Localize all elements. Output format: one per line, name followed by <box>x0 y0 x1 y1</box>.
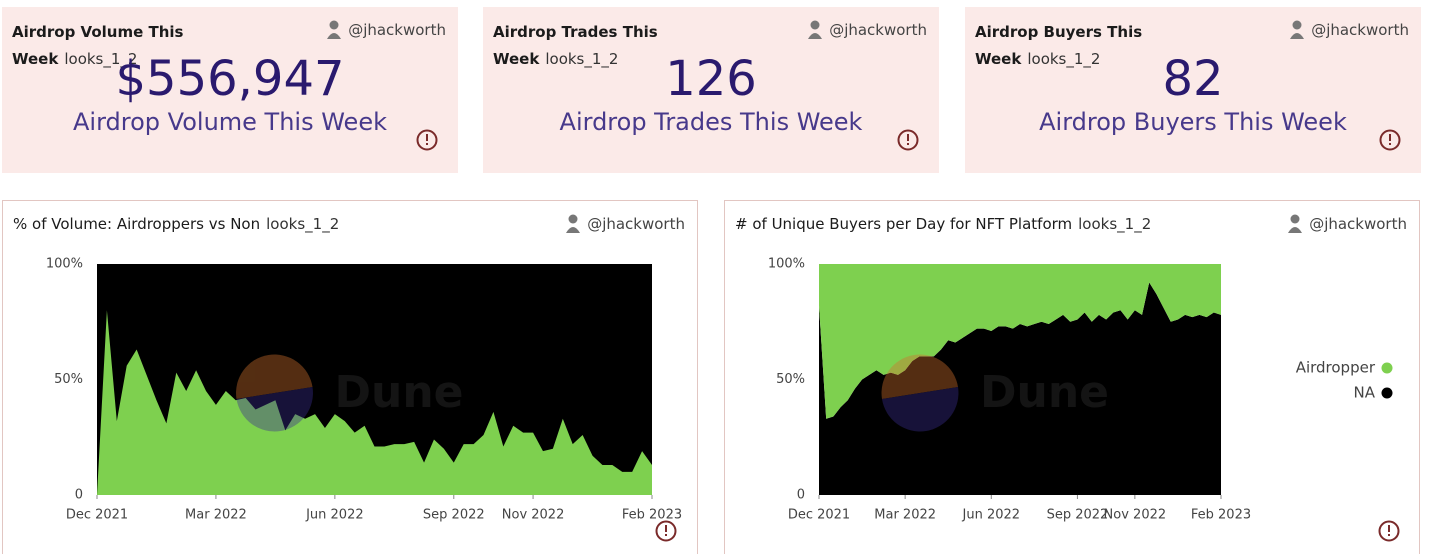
info-icon[interactable] <box>416 129 438 155</box>
watermark-logo <box>236 354 313 399</box>
chart-tag: looks_1_2 <box>1078 215 1152 233</box>
author-name: @jhackworth <box>1309 215 1407 233</box>
counter-card: Airdrop Volume This Week looks_1_2 @jhackw… <box>2 7 458 173</box>
chart-header: % of Volume: Airdroppers vs Non looks_1_2 <box>13 213 339 235</box>
x-tick-label: Feb 2023 <box>1191 508 1251 523</box>
author-name: @jhackworth <box>829 21 927 39</box>
watermark: Dune <box>881 354 1109 432</box>
x-tick-label: Jun 2022 <box>962 508 1021 523</box>
avatar <box>808 20 823 39</box>
author-name: @jhackworth <box>1311 21 1409 39</box>
y-tick-label: 100% <box>768 257 805 272</box>
author[interactable]: @jhackworth <box>565 213 685 234</box>
area <box>97 310 652 495</box>
legend-label: Airdropper <box>1296 359 1376 377</box>
counter-tag: looks_1_2 <box>545 50 619 68</box>
author[interactable]: @jhackworth <box>807 19 927 40</box>
counter-title: Airdrop Buyers This Week <box>975 23 1143 68</box>
x-tick-label: Mar 2022 <box>185 508 247 523</box>
y-tick-label: 100% <box>46 257 83 272</box>
avatar <box>327 20 342 39</box>
counter-tag: looks_1_2 <box>1027 50 1101 68</box>
y-tick-label: 0 <box>797 488 805 503</box>
watermark-text: Dune <box>980 367 1109 418</box>
counter-header: Airdrop Trades This Week looks_1_2 <box>493 19 683 73</box>
author[interactable]: @jhackworth <box>326 19 446 40</box>
counter-tag: looks_1_2 <box>64 50 138 68</box>
x-tick-label: Nov 2022 <box>1104 508 1167 523</box>
x-tick-label: Jun 2022 <box>305 508 364 523</box>
counter-card: Airdrop Buyers This Week looks_1_2 @jhackw… <box>965 7 1421 173</box>
y-tick-label: 0 <box>75 488 83 503</box>
info-icon[interactable] <box>897 129 919 155</box>
legend-label: NA <box>1354 384 1376 402</box>
avatar <box>1288 214 1303 233</box>
counter-header: Airdrop Volume This Week looks_1_2 <box>12 19 202 73</box>
watermark-logo <box>236 387 313 432</box>
author[interactable]: @jhackworth <box>1287 213 1407 234</box>
x-tick-label: Dec 2021 <box>788 508 850 523</box>
counter-subtitle: Airdrop Trades This Week <box>559 108 863 136</box>
info-glyph <box>1379 129 1401 151</box>
x-tick-label: Nov 2022 <box>502 508 565 523</box>
chart-tag: looks_1_2 <box>266 215 340 233</box>
info-glyph <box>897 129 919 151</box>
x-tick-label: Mar 2022 <box>874 508 936 523</box>
x-tick-label: Feb 2023 <box>622 508 682 523</box>
watermark-text: Dune <box>335 367 464 418</box>
watermark: Dune <box>236 354 464 432</box>
counter-value: 126 <box>665 51 757 107</box>
avatar <box>1290 20 1305 39</box>
legend-swatch <box>1381 362 1393 374</box>
info-icon[interactable] <box>655 520 677 542</box>
counter-card: Airdrop Trades This Week looks_1_2 @jhackw… <box>483 7 939 173</box>
counter-header: Airdrop Buyers This Week looks_1_2 <box>975 19 1165 73</box>
counter-value: $556,947 <box>115 51 345 107</box>
y-tick-label: 50% <box>54 372 83 387</box>
counter-title: Airdrop Trades This Week <box>493 23 658 68</box>
watermark-logo <box>882 387 959 432</box>
counter-title: Airdrop Volume This Week <box>12 23 184 68</box>
x-tick-label: Sep 2022 <box>1047 508 1109 523</box>
info-icon[interactable] <box>1379 129 1401 155</box>
chart-header: # of Unique Buyers per Day for NFT Platf… <box>735 213 1151 235</box>
counter-subtitle: Airdrop Buyers This Week <box>1039 108 1347 136</box>
chart-title: # of Unique Buyers per Day for NFT Platf… <box>735 215 1073 233</box>
author-name: @jhackworth <box>587 215 685 233</box>
author[interactable]: @jhackworth <box>1289 19 1409 40</box>
area <box>819 282 1221 495</box>
area <box>819 264 1221 419</box>
chart-title: % of Volume: Airdroppers vs Non <box>13 215 261 233</box>
x-tick-label: Sep 2022 <box>423 508 485 523</box>
legend-swatch <box>1381 387 1393 399</box>
y-tick-label: 50% <box>776 372 805 387</box>
avatar <box>566 214 581 233</box>
counter-subtitle: Airdrop Volume This Week <box>73 108 387 136</box>
info-icon[interactable] <box>1378 520 1400 542</box>
x-tick-label: Dec 2021 <box>66 508 128 523</box>
info-glyph <box>416 129 438 151</box>
counter-value: 82 <box>1162 51 1224 107</box>
author-name: @jhackworth <box>348 21 446 39</box>
watermark-logo <box>881 354 958 399</box>
